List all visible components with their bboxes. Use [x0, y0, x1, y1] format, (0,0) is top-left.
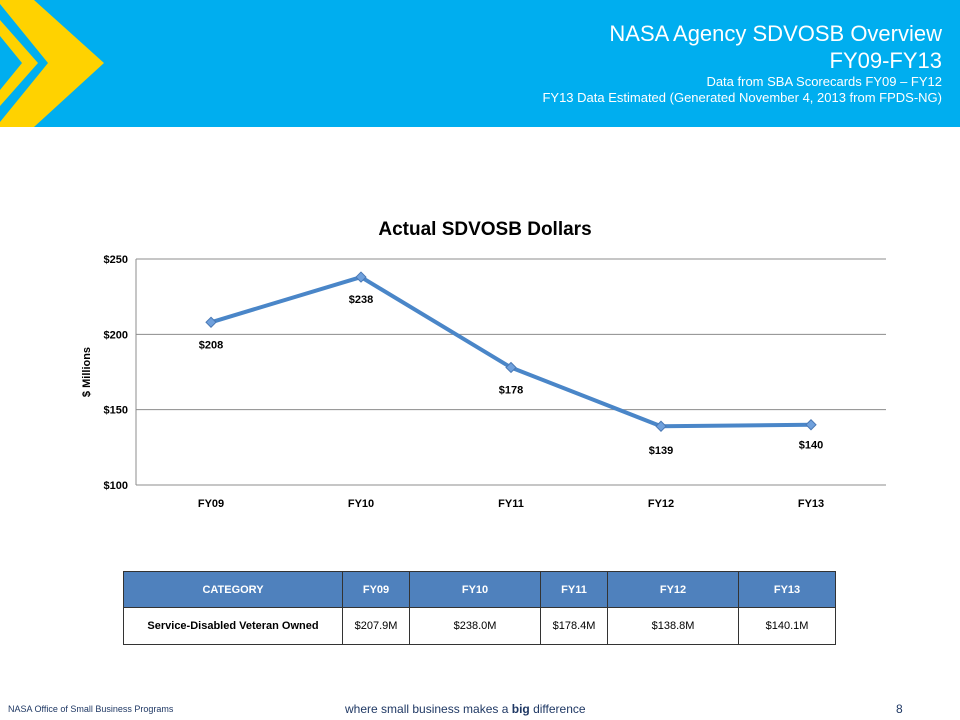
y-tick-label: $200 [104, 329, 128, 341]
footer-tagline-pre: where small business makes a [345, 702, 512, 716]
data-point [806, 420, 816, 430]
x-tick-label: FY12 [648, 498, 674, 510]
table-header-cell: FY11 [541, 572, 608, 608]
series-line [211, 277, 811, 426]
footer-tagline-bold: big [512, 702, 530, 716]
data-point [206, 317, 216, 327]
page-title: NASA Agency SDVOSB Overview [542, 20, 942, 47]
table-cell: $138.8M [608, 608, 739, 645]
table-header-cell: FY09 [343, 572, 410, 608]
page-subtitle-years: FY09-FY13 [542, 47, 942, 74]
data-label: $238 [349, 294, 373, 306]
estimate-note: FY13 Data Estimated (Generated November … [542, 90, 942, 106]
x-tick-label: FY10 [348, 498, 374, 510]
header-banner: NASA Agency SDVOSB Overview FY09-FY13 Da… [0, 0, 960, 127]
data-table: CATEGORY FY09 FY10 FY11 FY12 FY13 Servic… [123, 571, 836, 645]
table-cell: $178.4M [541, 608, 608, 645]
table-cell: $238.0M [410, 608, 541, 645]
x-tick-label: FY13 [798, 498, 824, 510]
chart-title: Actual SDVOSB Dollars [378, 219, 591, 240]
table-header-row: CATEGORY FY09 FY10 FY11 FY12 FY13 [124, 572, 836, 608]
data-label: $140 [799, 440, 823, 452]
data-label: $208 [199, 339, 223, 351]
table-cell: $207.9M [343, 608, 410, 645]
data-label: $178 [499, 384, 523, 396]
line-chart: Actual SDVOSB Dollars $100 $150 $200 $250 $ M… [70, 205, 900, 525]
footer-tagline-post: difference [530, 702, 586, 716]
source-note: Data from SBA Scorecards FY09 – FY12 [542, 74, 942, 90]
page-number: 8 [896, 702, 903, 716]
chevron-logo-icon [0, 0, 110, 127]
table-header-cell: FY13 [739, 572, 836, 608]
footer-tagline: where small business makes a big differe… [345, 702, 586, 716]
y-axis-label: $ Millions [81, 347, 93, 397]
table-cell: $140.1M [739, 608, 836, 645]
y-tick-label: $150 [104, 405, 128, 417]
table-header-cell: CATEGORY [124, 572, 343, 608]
table-cell-category: Service-Disabled Veteran Owned [124, 608, 343, 645]
x-tick-label: FY09 [198, 498, 224, 510]
data-label: $139 [649, 445, 673, 457]
footer-organization: NASA Office of Small Business Programs [8, 704, 173, 714]
y-tick-label: $100 [104, 480, 128, 492]
y-tick-label: $250 [104, 254, 128, 266]
title-block: NASA Agency SDVOSB Overview FY09-FY13 Da… [542, 20, 942, 106]
table-row: Service-Disabled Veteran Owned $207.9M $… [124, 608, 836, 645]
table-header-cell: FY12 [608, 572, 739, 608]
table-header-cell: FY10 [410, 572, 541, 608]
x-tick-label: FY11 [498, 498, 524, 510]
